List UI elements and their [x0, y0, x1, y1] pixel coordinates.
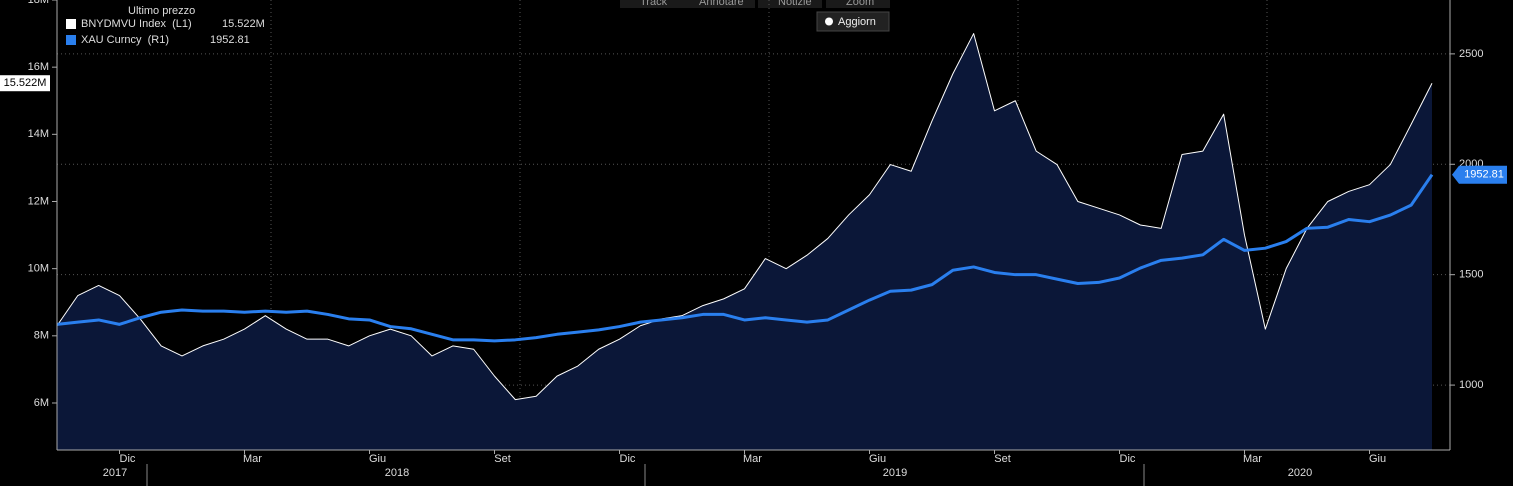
- area: [57, 33, 1432, 450]
- legend-swatch: [66, 19, 76, 29]
- x-tick-label: Dic: [1120, 453, 1136, 465]
- y-tick-label: 16M: [28, 61, 49, 73]
- legend-label: BNYDMVU Index (L1): [81, 18, 192, 30]
- x-group-label: 2017: [103, 467, 127, 479]
- toolbar-label: Notizie: [778, 0, 812, 8]
- toolbar-button[interactable]: [758, 0, 822, 8]
- y-tick-label: 14M: [28, 128, 49, 140]
- toolbar-label: Track: [640, 0, 668, 8]
- y-tick-label: 12M: [28, 195, 49, 207]
- x-tick-label: Mar: [243, 453, 262, 465]
- last-value-box: [1452, 165, 1507, 184]
- legend-swatch: [66, 35, 76, 45]
- y-tick-label: 10M: [28, 263, 49, 275]
- refresh-label: Aggiorn: [838, 16, 876, 28]
- y2-tick-label: 1000: [1459, 379, 1483, 391]
- y-tick-label: 18M: [28, 0, 49, 6]
- x-tick-label: Giu: [1369, 453, 1386, 465]
- last-value-box: [0, 75, 50, 92]
- toolbar-label: Annotare: [699, 0, 744, 8]
- x-group-label: 2018: [385, 467, 409, 479]
- x-group-label: 2019: [883, 467, 907, 479]
- toolbar-button[interactable]: [826, 0, 890, 8]
- legend-title: Ultimo prezzo: [128, 5, 195, 17]
- x-group-label: 2020: [1288, 467, 1312, 479]
- x-tick-label: Set: [494, 453, 511, 465]
- refresh-icon: [825, 17, 833, 26]
- x-tick-label: Set: [994, 453, 1011, 465]
- last-value-label: 15.522M: [4, 77, 47, 89]
- y2-tick-label: 2500: [1459, 48, 1483, 60]
- x-tick-label: Dic: [120, 453, 136, 465]
- x-tick-label: Dic: [620, 453, 636, 465]
- plot-area: [56, 0, 1450, 450]
- x-tick-label: Mar: [1243, 453, 1262, 465]
- x-tick-label: Mar: [743, 453, 762, 465]
- refresh-button[interactable]: [816, 11, 890, 32]
- legend-value: 15.522M: [222, 18, 265, 30]
- last-value-label: 1952.81: [1464, 169, 1504, 181]
- x-tick-label: Giu: [869, 453, 886, 465]
- y-tick-label: 6M: [34, 397, 49, 409]
- series-line: [56, 33, 1433, 401]
- toolbar-button[interactable]: [679, 0, 755, 8]
- legend-value: 1952.81: [210, 34, 250, 46]
- x-tick-label: Giu: [369, 453, 386, 465]
- series-line: [56, 173, 1434, 343]
- toolbar: Track Annotare Notizie Zoom Aggiorn: [620, 0, 890, 32]
- legend-label: XAU Curncy (R1): [81, 34, 169, 46]
- y2-tick-label: 1500: [1459, 269, 1483, 281]
- toolbar-button[interactable]: [620, 0, 684, 8]
- toolbar-label: Zoom: [846, 0, 874, 8]
- y-tick-label: 8M: [34, 330, 49, 342]
